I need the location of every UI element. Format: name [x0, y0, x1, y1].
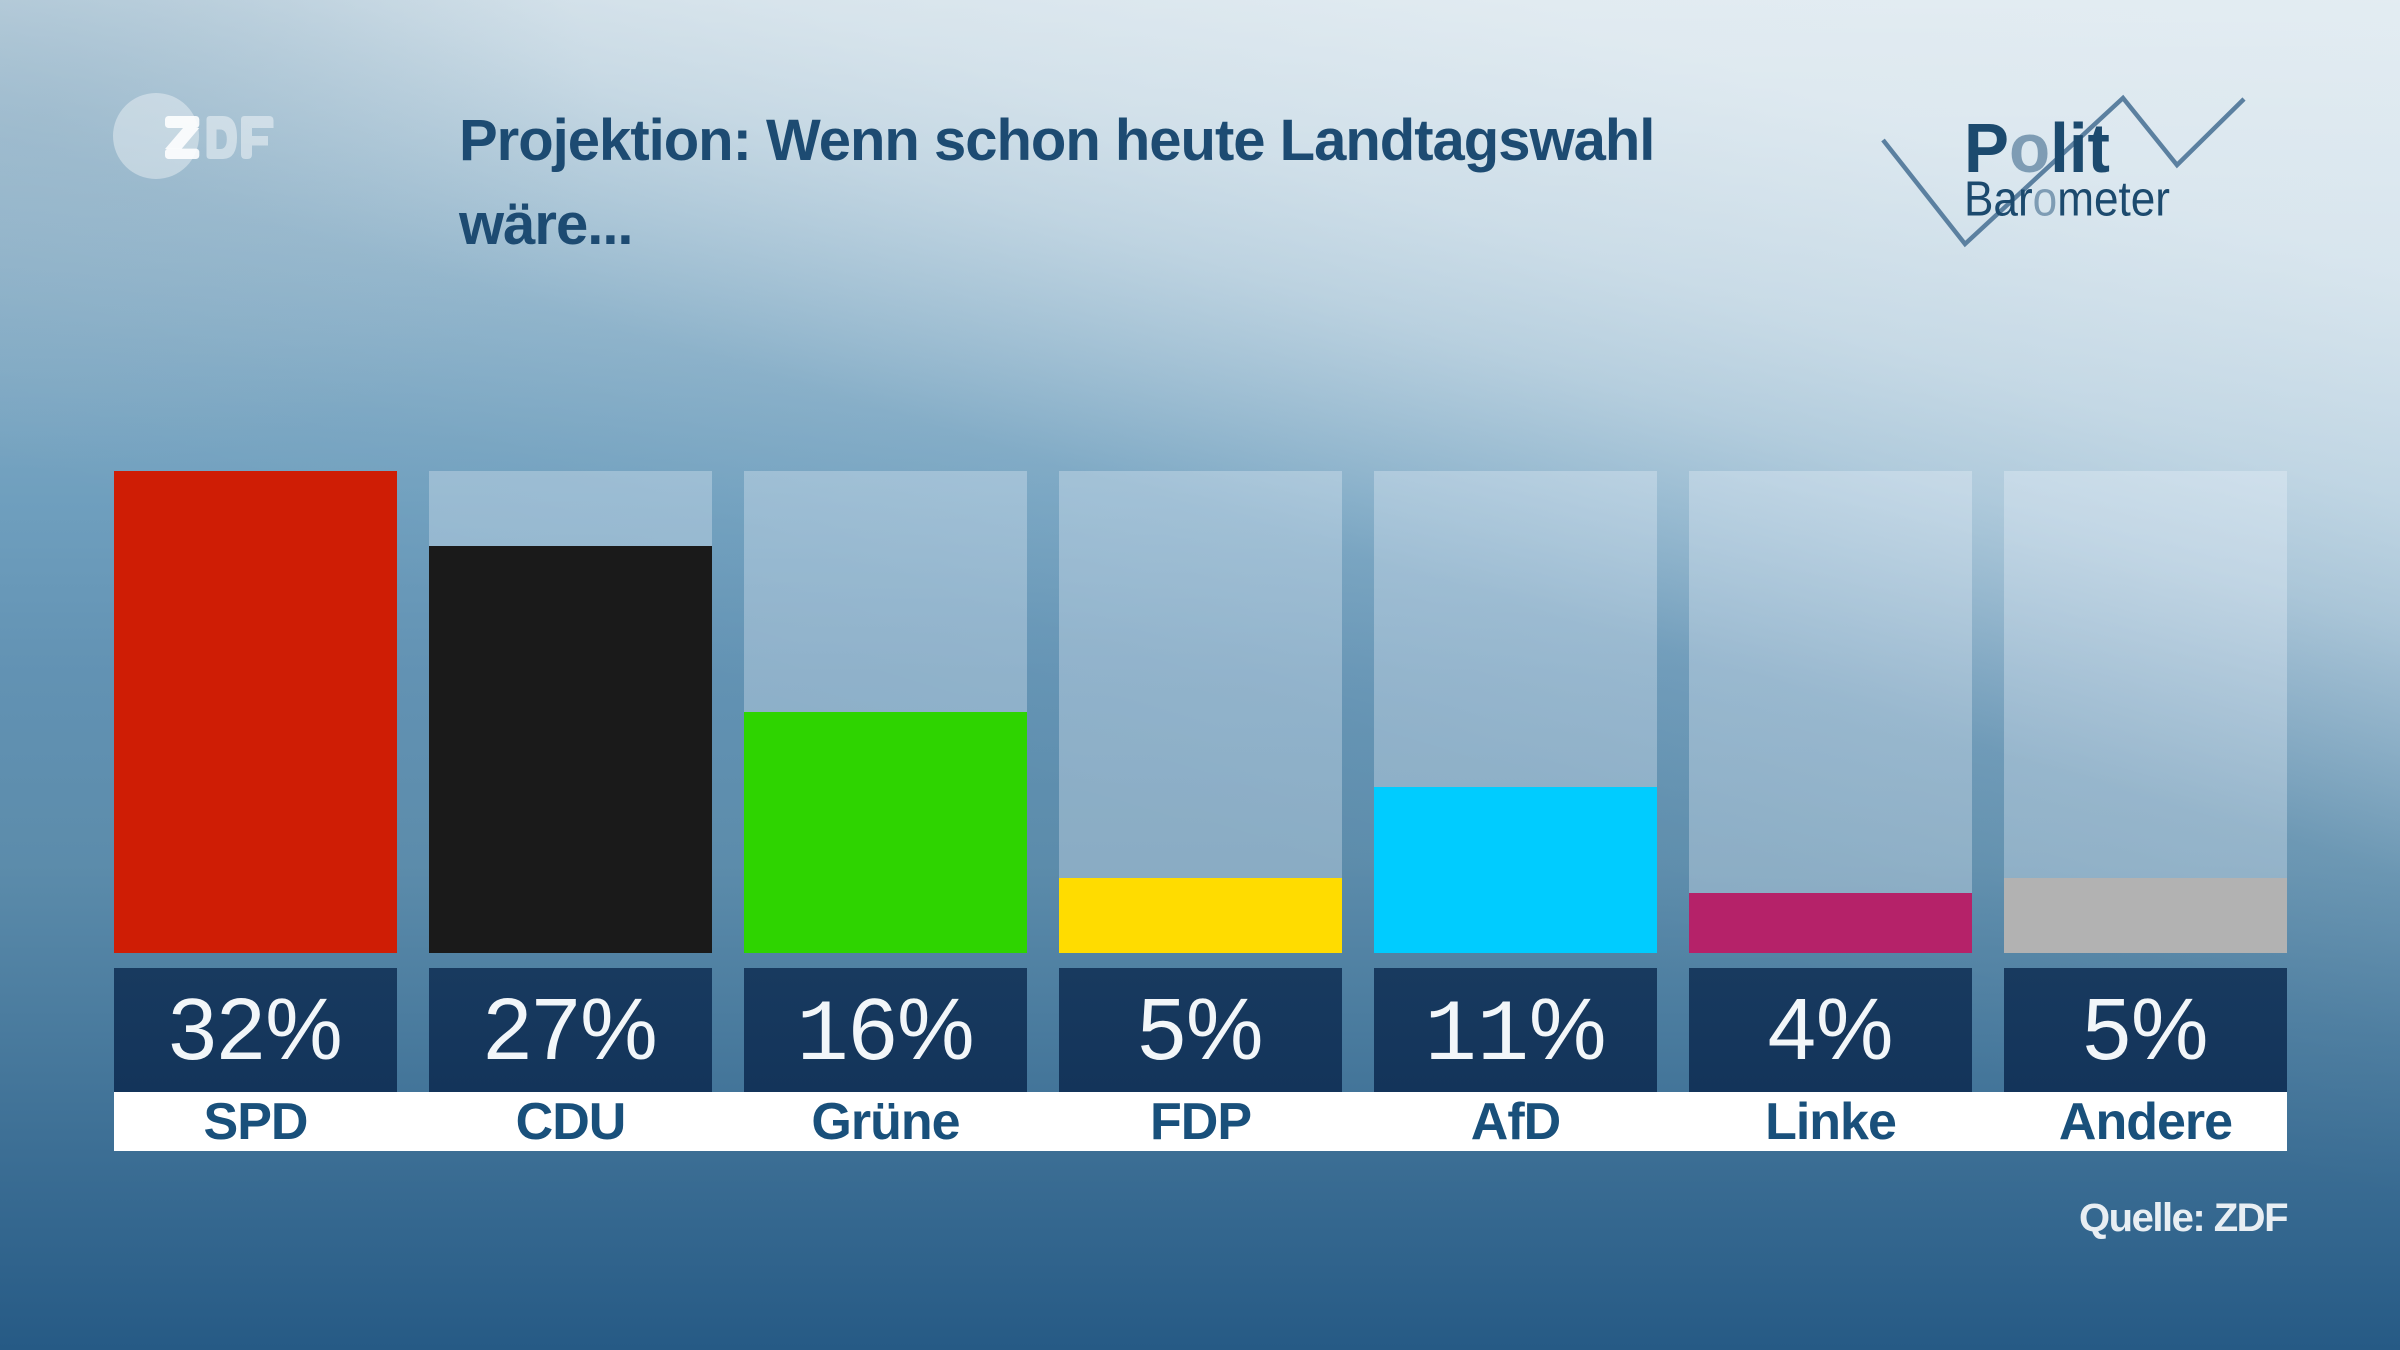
- svg-text:Polit: Polit: [1964, 109, 2110, 187]
- svg-text:Barometer: Barometer: [1964, 172, 2170, 227]
